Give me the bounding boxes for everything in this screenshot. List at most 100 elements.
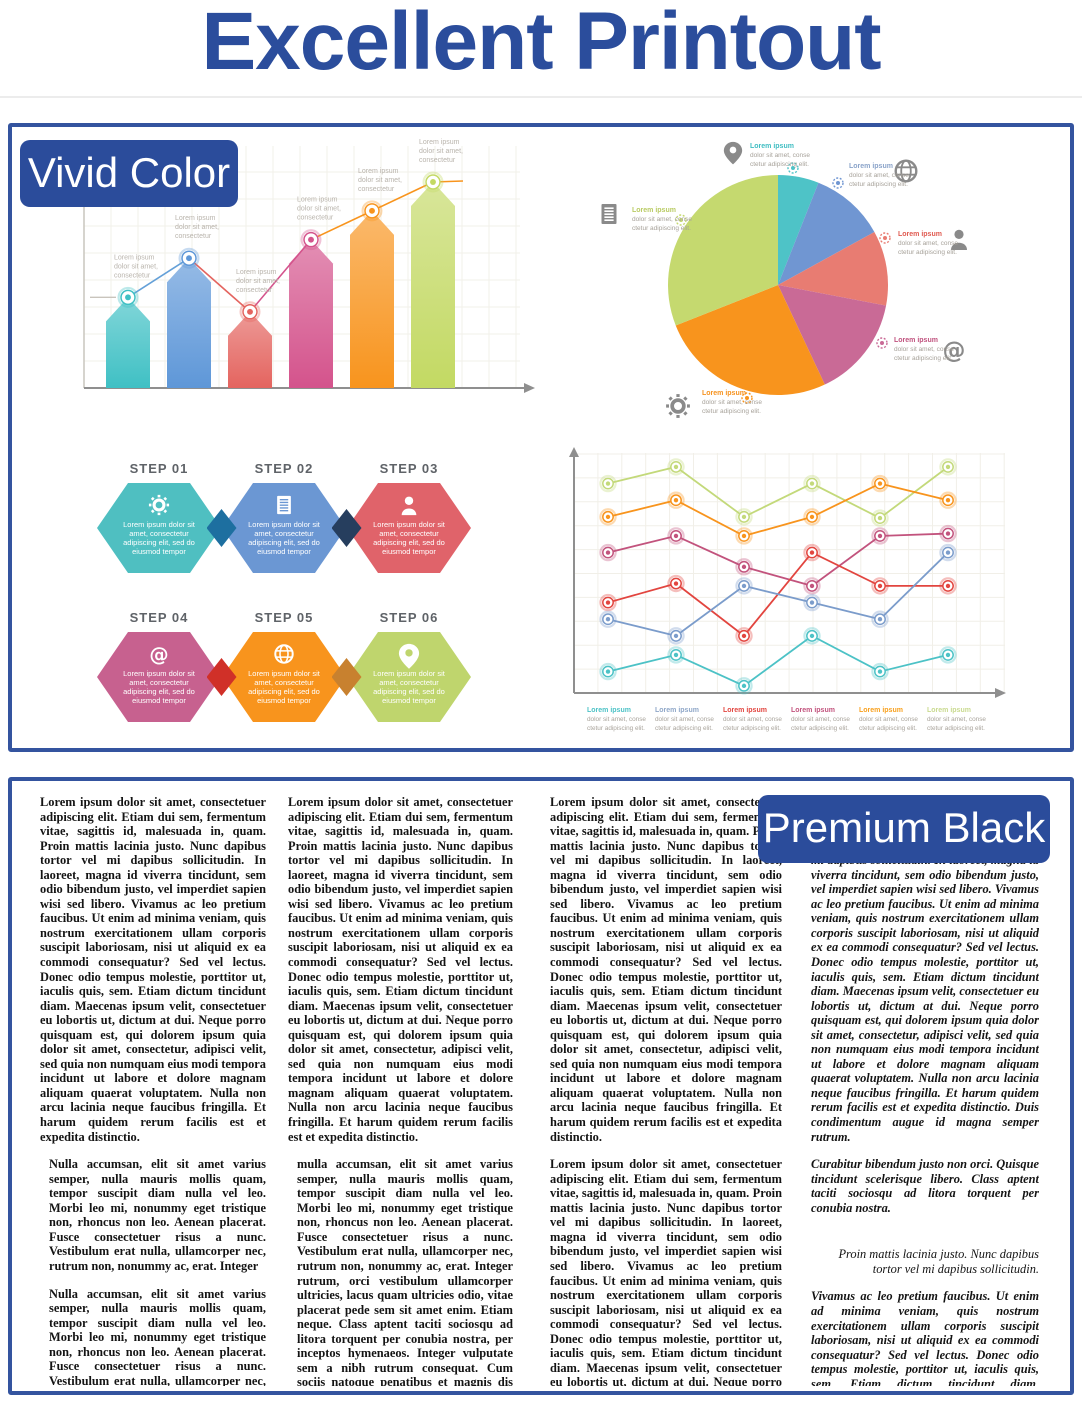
pie-slice bbox=[778, 182, 875, 285]
svg-text:@: @ bbox=[149, 643, 168, 666]
chart-label: consectetur bbox=[358, 186, 395, 193]
steps-infographic: STEP 01 Lorem ipsum dolor sit amet, conse… bbox=[82, 456, 482, 726]
chart-label: Lorem ipsum bbox=[587, 707, 631, 714]
chart-label: dolor sit amet, conse bbox=[750, 152, 810, 159]
document-icon bbox=[277, 495, 291, 515]
paragraph: Lorem ipsum dolor sit amet, consectetuer… bbox=[40, 795, 266, 1144]
chart-label: dolor sit amet, conse bbox=[791, 716, 850, 723]
chart-label: ctetur adipiscing elit. bbox=[655, 725, 713, 732]
chart-label: dolor sit amet, conse bbox=[723, 716, 782, 723]
chart-label: ctetur adipiscing elit. bbox=[702, 408, 761, 415]
step-hexagon: @ Lorem ipsum dolor sit amet, consectetur… bbox=[97, 632, 221, 722]
chart-label: Lorem ipsum bbox=[632, 207, 676, 214]
paragraph: mulla accumsan, elit sit amet varius sem… bbox=[297, 1157, 513, 1386]
globe-icon bbox=[274, 644, 294, 664]
vivid-color-badge: Vivid Color bbox=[20, 140, 238, 207]
trend-segment bbox=[310, 210, 373, 241]
chart-label: Lorem ipsum bbox=[849, 163, 893, 170]
pie-slice bbox=[675, 285, 825, 395]
paragraph: Lorem ipsum dolor sit amet, consectetuer… bbox=[550, 1157, 782, 1386]
step-hexagon: Lorem ipsum dolor sit amet, consectetur … bbox=[347, 483, 471, 573]
chart-label: ctetur adipiscing elit. bbox=[859, 725, 917, 732]
line-series-blue bbox=[607, 551, 949, 637]
step-label: STEP 03 bbox=[379, 461, 439, 476]
chart-label: Lorem ipsum bbox=[723, 707, 767, 714]
paragraph: Lorem ipsum dolor sit amet, consectetuer… bbox=[550, 795, 782, 1144]
trend-segment bbox=[127, 257, 190, 299]
chart-label: consectetur bbox=[175, 233, 212, 240]
chart-label: ctetur adipiscing elit. bbox=[750, 161, 809, 168]
chart-label: Lorem ipsum bbox=[898, 231, 942, 238]
chart-label: dolor sit amet, conse bbox=[927, 716, 986, 723]
step-text: Lorem ipsum dolor sit amet, consectetur … bbox=[248, 669, 320, 705]
chart-label: ctetur adipiscing elit. bbox=[898, 249, 957, 256]
line-chart: Lorem ipsum dolor sit amet, conse ctetur a… bbox=[569, 447, 1006, 732]
step-label: STEP 01 bbox=[129, 461, 189, 476]
chart-label: dolor sit amet, bbox=[236, 278, 280, 285]
step-label: STEP 04 bbox=[129, 610, 189, 625]
person-icon bbox=[951, 229, 967, 250]
chart-label: Lorem ipsum bbox=[702, 390, 746, 397]
at-sign-icon: @ bbox=[149, 643, 168, 666]
chart-label: Lorem ipsum bbox=[927, 707, 971, 714]
gear-icon bbox=[666, 394, 690, 418]
paragraph: Curabitur bibendum justo non orci. Quisq… bbox=[811, 1157, 1039, 1215]
chart-label: dolor sit amet, bbox=[114, 263, 158, 270]
chart-label: Lorem ipsum bbox=[358, 168, 399, 175]
chart-label: ctetur adipiscing elit. bbox=[587, 725, 645, 732]
chart-label: consectetur bbox=[297, 215, 334, 222]
bar bbox=[411, 182, 455, 388]
chart-label: Lorem ipsum bbox=[859, 707, 903, 714]
vivid-color-panel: Vivid Color Lorem ipsum dolor sit amet, co… bbox=[8, 123, 1074, 752]
trend-segment bbox=[371, 181, 434, 212]
pie-slice bbox=[668, 175, 778, 326]
text-column-1: Lorem ipsum dolor sit amet, consectetuer… bbox=[40, 795, 266, 1386]
premium-black-panel: Premium Black Lorem ipsum dolor sit amet… bbox=[8, 777, 1074, 1395]
step-label: STEP 06 bbox=[379, 610, 439, 625]
premium-black-badge: Premium Black bbox=[758, 795, 1050, 863]
bar-chart: Lorem ipsum dolor sit amet, consectetur Lor… bbox=[83, 139, 535, 393]
text-column-2: Lorem ipsum dolor sit amet, consectetuer… bbox=[288, 795, 513, 1386]
paragraph: Nulla accumsan, elit sit amet varius sem… bbox=[49, 1157, 266, 1273]
chart-label: dolor sit amet, conse bbox=[632, 216, 692, 223]
pie-slice bbox=[778, 232, 888, 306]
pie-slice bbox=[778, 285, 887, 385]
location-pin-icon bbox=[723, 141, 743, 165]
step-hexagon: Lorem ipsum dolor sit amet, consectetur … bbox=[222, 483, 346, 573]
chart-label: Lorem ipsum bbox=[419, 139, 460, 146]
chart-label: consectetur bbox=[419, 157, 456, 164]
bar bbox=[167, 258, 211, 388]
paragraph: Nulla accumsan, elit sit amet varius sem… bbox=[49, 1286, 266, 1387]
person-icon bbox=[401, 496, 417, 516]
line-series-magenta bbox=[607, 532, 949, 587]
svg-text:@: @ bbox=[943, 338, 966, 364]
chart-label: dolor sit amet, conse bbox=[587, 716, 646, 723]
step-text: Lorem ipsum dolor sit amet, consectetur … bbox=[123, 520, 195, 556]
chart-label: dolor sit amet, bbox=[419, 148, 463, 155]
document-icon bbox=[601, 204, 617, 224]
chart-label: consectetur bbox=[236, 287, 273, 294]
chart-label: dolor sit amet, bbox=[297, 206, 341, 213]
step-text: Lorem ipsum dolor sit amet, consectetur … bbox=[373, 520, 445, 556]
step-hexagon: Lorem ipsum dolor sit amet, consectetur … bbox=[97, 483, 221, 573]
paragraph: Proin mattis lacinia justo. Nunc dapibus… bbox=[838, 1247, 1039, 1276]
trend-segment bbox=[188, 257, 251, 313]
chart-label: Lorem ipsum bbox=[114, 254, 155, 261]
gear-icon bbox=[148, 494, 170, 516]
chart-label: dolor sit amet, bbox=[358, 177, 402, 184]
chart-label: ctetur adipiscing elit. bbox=[849, 181, 908, 188]
chart-label: dolor sit amet, conse bbox=[859, 716, 918, 723]
chart-label: dolor sit amet, conse bbox=[655, 716, 714, 723]
step-text: Lorem ipsum dolor sit amet, consectetur … bbox=[248, 520, 320, 556]
bar bbox=[289, 239, 333, 388]
chart-label: Lorem ipsum bbox=[175, 215, 216, 222]
chart-label: ctetur adipiscing elit. bbox=[927, 725, 985, 732]
location-pin-icon bbox=[398, 643, 420, 669]
chart-label: ctetur adipiscing elit. bbox=[791, 725, 849, 732]
paragraph: Vivamus ac leo pretium faucibus. Ut enim… bbox=[811, 1289, 1039, 1386]
chart-label: dolor sit amet, conse bbox=[894, 346, 954, 353]
pie-slice bbox=[778, 175, 819, 285]
chart-label: dolor sit amet, conse bbox=[898, 240, 958, 247]
chart-label: Lorem ipsum bbox=[655, 707, 699, 714]
